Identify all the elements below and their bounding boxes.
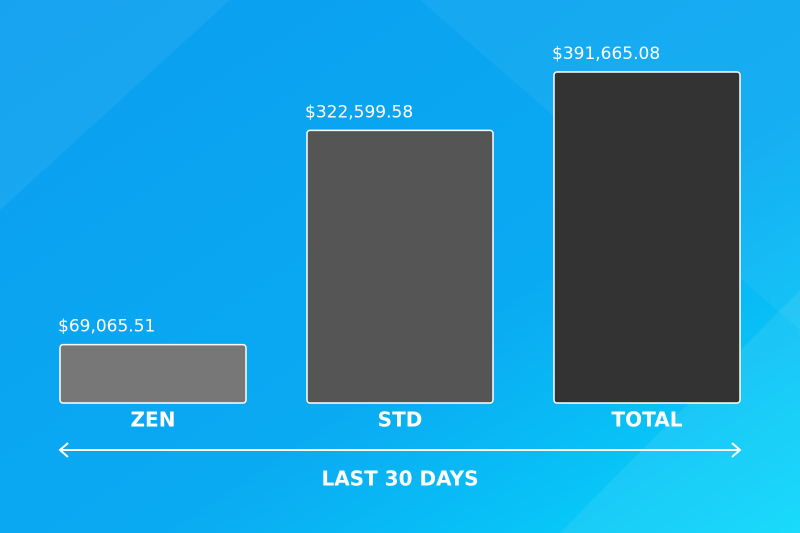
value-label: $69,065.51 xyxy=(58,317,155,337)
x-axis-label: LAST 30 DAYS xyxy=(321,467,478,491)
value-label: $391,665.08 xyxy=(552,44,660,64)
bar xyxy=(553,71,741,404)
value-label: $322,599.58 xyxy=(305,102,413,122)
bar xyxy=(306,129,494,404)
bar xyxy=(59,343,247,404)
background-shape xyxy=(0,0,230,210)
category-label: ZEN xyxy=(131,408,176,432)
category-label: STD xyxy=(378,408,423,432)
category-label: TOTAL xyxy=(612,408,683,432)
time-arrow xyxy=(58,442,742,458)
